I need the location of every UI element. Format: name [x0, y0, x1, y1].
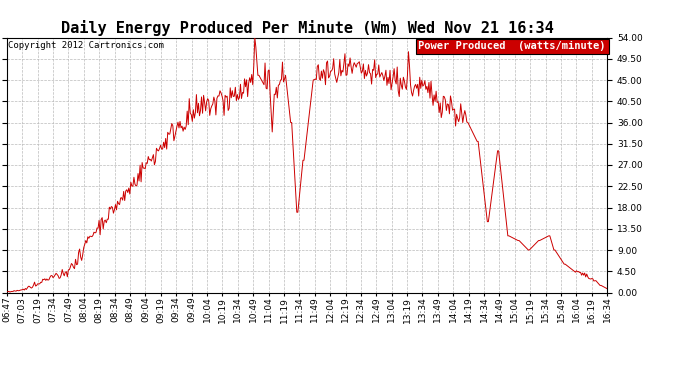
Text: Copyright 2012 Cartronics.com: Copyright 2012 Cartronics.com [8, 41, 164, 50]
Text: Power Produced  (watts/minute): Power Produced (watts/minute) [419, 41, 606, 51]
Title: Daily Energy Produced Per Minute (Wm) Wed Nov 21 16:34: Daily Energy Produced Per Minute (Wm) We… [61, 20, 553, 36]
